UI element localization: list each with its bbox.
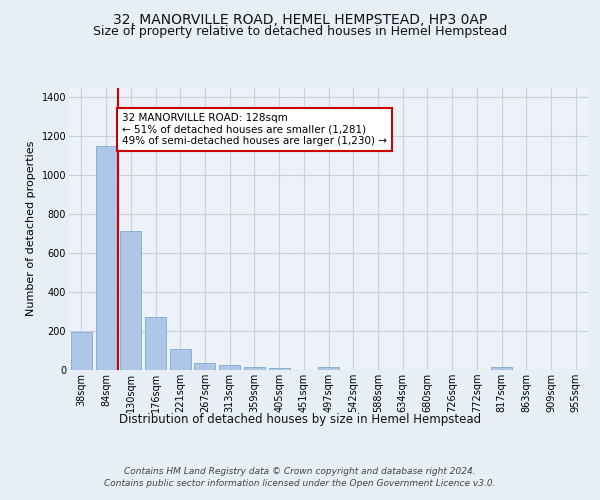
Bar — [244, 368, 265, 370]
Bar — [219, 364, 240, 370]
Text: 32, MANORVILLE ROAD, HEMEL HEMPSTEAD, HP3 0AP: 32, MANORVILLE ROAD, HEMEL HEMPSTEAD, HP… — [113, 12, 487, 26]
Bar — [71, 332, 92, 370]
Bar — [145, 318, 166, 370]
Bar — [269, 368, 290, 370]
Bar — [194, 363, 215, 370]
Text: 32 MANORVILLE ROAD: 128sqm
← 51% of detached houses are smaller (1,281)
49% of s: 32 MANORVILLE ROAD: 128sqm ← 51% of deta… — [122, 113, 387, 146]
Bar — [491, 368, 512, 370]
Text: Distribution of detached houses by size in Hemel Hempstead: Distribution of detached houses by size … — [119, 412, 481, 426]
Text: Contains public sector information licensed under the Open Government Licence v3: Contains public sector information licen… — [104, 479, 496, 488]
Bar — [170, 349, 191, 370]
Bar — [318, 368, 339, 370]
Bar — [120, 231, 141, 370]
Bar — [95, 146, 116, 370]
Text: Size of property relative to detached houses in Hemel Hempstead: Size of property relative to detached ho… — [93, 25, 507, 38]
Text: Contains HM Land Registry data © Crown copyright and database right 2024.: Contains HM Land Registry data © Crown c… — [124, 468, 476, 476]
Y-axis label: Number of detached properties: Number of detached properties — [26, 141, 36, 316]
